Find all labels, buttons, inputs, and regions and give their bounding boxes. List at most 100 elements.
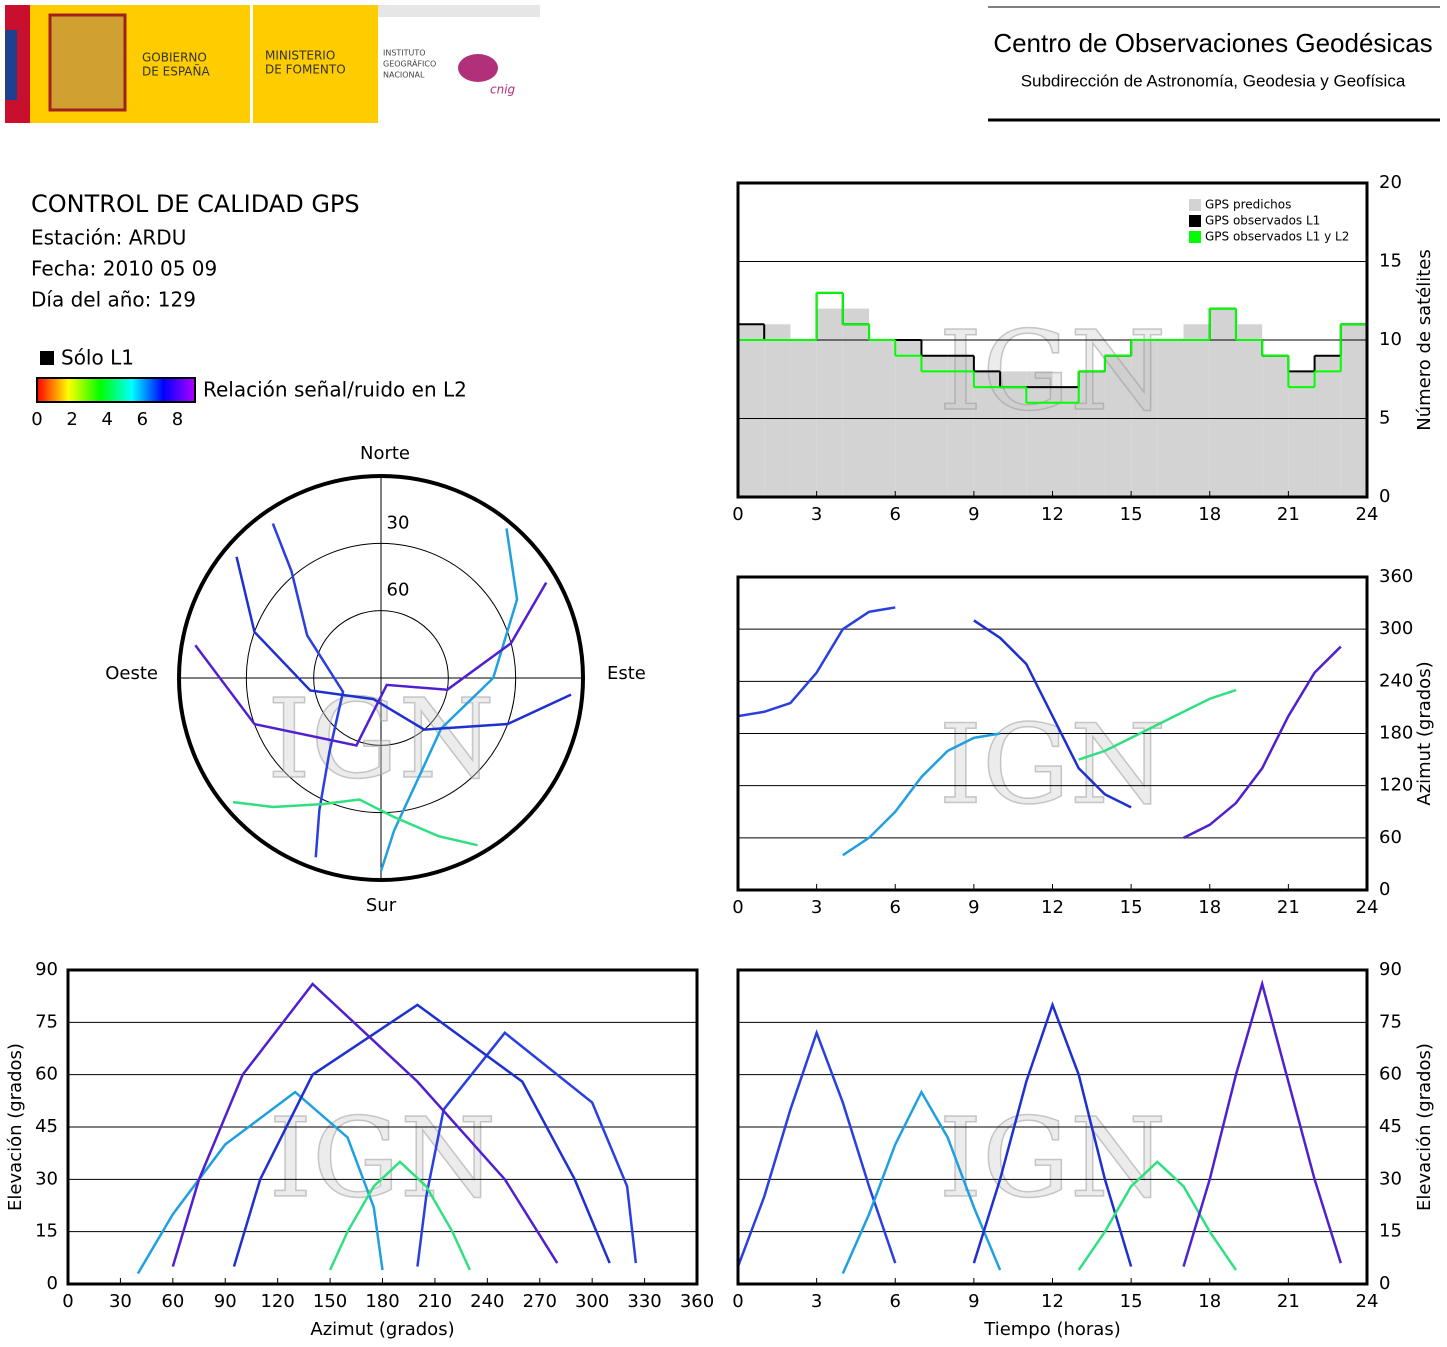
x-tick-label: 12 [1041, 504, 1064, 525]
track [736, 1029, 897, 1267]
track [232, 1003, 611, 1267]
ring [313, 610, 449, 746]
predicted-bar [842, 308, 870, 497]
watermark: IGN [939, 1094, 1167, 1222]
x-tick-label: 210 [418, 1291, 452, 1312]
institute-text: GEOGRÁFICO [383, 58, 436, 69]
predicted-bar [1262, 355, 1289, 497]
y-axis-label: Elevación (grados) [5, 1043, 26, 1211]
x-tick-label: 330 [627, 1291, 661, 1312]
y-tick-label: 360 [1379, 566, 1413, 587]
predicted-bar [1078, 371, 1105, 497]
y-tick-label: 0 [1379, 879, 1390, 900]
x-tick-label: 24 [1356, 897, 1379, 918]
station: Estación: ARDU [31, 226, 186, 250]
x-tick-label: 0 [732, 1291, 743, 1312]
watermark: IGN [269, 1094, 497, 1222]
institute-band [378, 5, 540, 17]
y-tick-label: 0 [1379, 1273, 1390, 1294]
watermark: IGN [939, 307, 1167, 435]
y-tick-label: 15 [35, 1221, 58, 1242]
x-tick-label: 15 [1120, 504, 1143, 525]
predicted-bar [1288, 371, 1315, 497]
x-tick-label: 12 [1041, 1291, 1064, 1312]
y-axis-label: Azimut (grados) [1414, 661, 1435, 805]
subdirectorate: Subdirección de Astronomía, Geodesia y G… [1021, 71, 1406, 90]
x-tick-label: 30 [109, 1291, 132, 1312]
track [136, 1090, 384, 1275]
direction-label: Este [607, 663, 646, 684]
y-tick-label: 300 [1379, 618, 1413, 639]
x-tick-label: 6 [890, 1291, 901, 1312]
direction-label: Oeste [105, 663, 158, 684]
sky-track [271, 523, 345, 858]
track [737, 606, 896, 718]
colorbar-tick-label: 2 [66, 409, 77, 430]
colorbar-tick-label: 6 [137, 409, 148, 430]
center-name: Centro de Observaciones Geodésicas [993, 28, 1432, 58]
predicted-bar [947, 355, 974, 497]
x-tick-label: 90 [214, 1291, 237, 1312]
eu-stripe [5, 30, 17, 100]
track [842, 732, 1001, 857]
y-tick-label: 60 [1379, 827, 1402, 848]
x-tick-label: 6 [890, 897, 901, 918]
report-title: CONTROL DE CALIDAD GPS [31, 190, 360, 218]
sky-track [235, 556, 572, 731]
x-tick-label: 0 [732, 897, 743, 918]
colorbar [36, 377, 196, 403]
x-axis-label: Tiempo (horas) [983, 1319, 1121, 1340]
ministry-text: DE FOMENTO [265, 63, 346, 77]
x-tick-label: 360 [680, 1291, 714, 1312]
x-tick-label: 9 [968, 897, 979, 918]
predicted-bar [1340, 324, 1367, 497]
y-tick-label: 0 [1379, 486, 1390, 507]
colorbar-tick-label: 4 [101, 409, 112, 430]
x-tick-label: 0 [62, 1291, 73, 1312]
plot-frame [66, 968, 699, 1286]
x-tick-label: 18 [1198, 504, 1221, 525]
predicted-bar [1104, 355, 1132, 497]
header-logos: GOBIERNO DE ESPAÑA MINISTERIO DE FOMENTO… [5, 5, 540, 123]
x-tick-label: 9 [968, 1291, 979, 1312]
y-tick-label: 60 [1379, 1064, 1402, 1085]
y-tick-label: 240 [1379, 670, 1413, 691]
legend-label: GPS predichos [1205, 198, 1291, 212]
ring-label: 30 [387, 512, 410, 533]
track [841, 1089, 1002, 1275]
horizon [177, 474, 585, 882]
x-tick-label: 18 [1198, 897, 1221, 918]
y-axis-label: Número de satélites [1414, 249, 1435, 431]
sky-track [232, 798, 478, 847]
y-tick-label: 180 [1379, 723, 1413, 744]
direction-label: Norte [360, 443, 410, 464]
y-tick-label: 20 [1379, 172, 1402, 193]
predicted-bar [738, 324, 765, 497]
predicted-bar [764, 324, 791, 497]
direction-label: Sur [366, 895, 397, 916]
x-tick-label: 3 [811, 897, 822, 918]
x-tick-label: 240 [470, 1291, 504, 1312]
sky-track [194, 581, 548, 747]
watermark: IGN [939, 700, 1167, 828]
cnig-text: cnig [490, 83, 516, 97]
x-tick-label: 24 [1356, 504, 1379, 525]
y-axis-label: Elevación (grados) [1414, 1043, 1435, 1211]
predicted-bar [1026, 371, 1053, 497]
predicted-bar [1000, 371, 1027, 497]
y-tick-label: 45 [1379, 1116, 1402, 1137]
track [972, 1001, 1133, 1267]
predicted-bar [1314, 355, 1341, 497]
predicted-bar [1235, 324, 1263, 497]
cnig-logo [458, 54, 498, 82]
track [171, 982, 559, 1267]
y-tick-label: 15 [1379, 251, 1402, 272]
x-axis-label: Azimut (grados) [310, 1319, 454, 1340]
predicted-bar [816, 308, 843, 497]
y-tick-label: 15 [1379, 1221, 1402, 1242]
x-tick-label: 9 [968, 504, 979, 525]
legend-swatch [1189, 231, 1201, 243]
legend-swatch [1189, 199, 1201, 211]
x-tick-label: 21 [1277, 1291, 1300, 1312]
y-tick-label: 60 [35, 1064, 58, 1085]
